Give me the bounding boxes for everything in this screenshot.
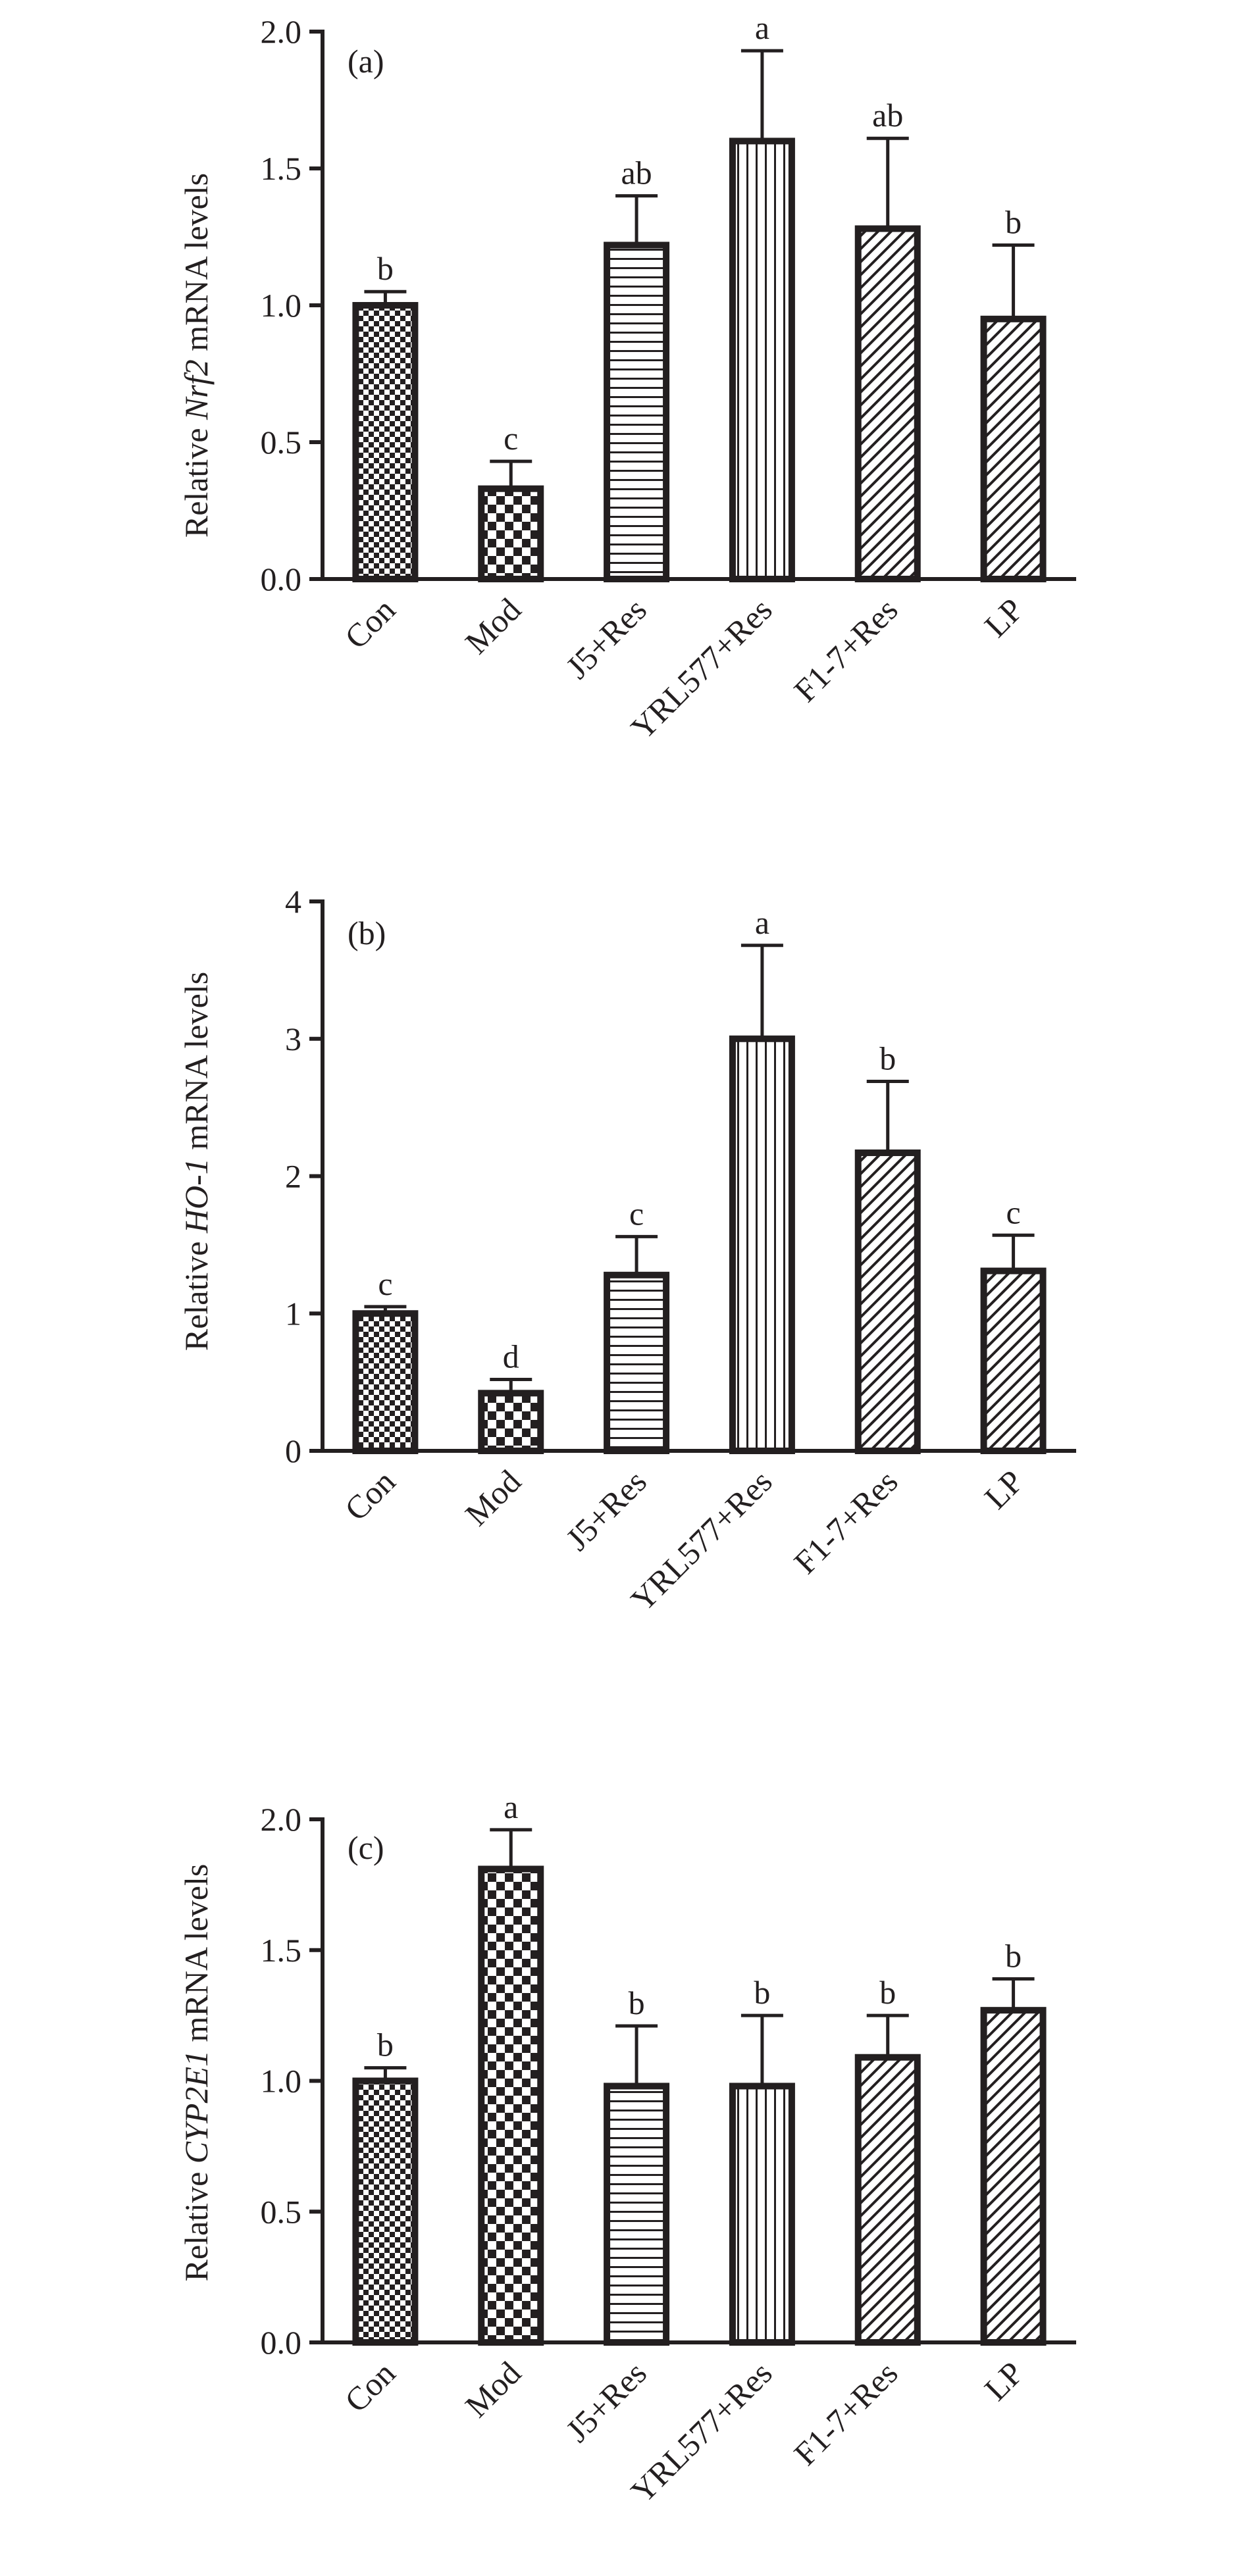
y-axis-label-gene: CYP2E1 (178, 2050, 215, 2163)
category-label: J5+Res (559, 2354, 654, 2449)
significance-letter: b (1005, 1937, 1022, 1974)
category-label: LP (977, 2354, 1030, 2408)
significance-letter: d (503, 1338, 519, 1375)
significance-letter: ab (621, 155, 652, 191)
bar-mod (478, 485, 544, 582)
significance-letter: c (629, 1195, 644, 1232)
y-tick-label: 2.0 (261, 1801, 302, 1838)
bar-lp (980, 1267, 1047, 1454)
chart-panel-c: (c) Relative CYP2E1 mRNA levels 0.0 0.5 1.… (178, 1788, 1076, 2510)
y-tick-label: 0 (285, 1432, 301, 1469)
y-tick-label: 0.0 (261, 561, 302, 597)
category-label: Mod (458, 591, 528, 661)
y-tick-label: 4 (285, 883, 301, 920)
significance-letter: a (755, 904, 769, 941)
bar-mod (478, 1390, 544, 1454)
significance-letter: b (754, 1974, 770, 2011)
category-label: F1-7+Res (787, 2354, 904, 2472)
category-label: F1-7+Res (787, 591, 904, 709)
axes (321, 30, 1076, 581)
bar-con (352, 2077, 419, 2346)
significance-letter: c (504, 420, 518, 457)
significance-letter: b (1005, 203, 1022, 240)
y-tick-label: 1.0 (261, 287, 302, 324)
y-axis-label: Relative Nrf2 mRNA levels (178, 173, 215, 538)
bar-con (352, 302, 419, 582)
bar-yrl577-res (729, 1035, 795, 1454)
category-label: Con (338, 1463, 403, 1528)
category-label: Con (338, 2354, 403, 2419)
y-axis-label-prefix: Relative (178, 2163, 215, 2281)
category-label: Mod (458, 2354, 528, 2424)
y-tick-label: 2 (285, 1158, 301, 1195)
y-tick-label: 3 (285, 1021, 301, 1057)
y-axis-label: Relative HO-1 mRNA levels (178, 972, 215, 1351)
panel-label: (b) (348, 915, 386, 951)
category-label: LP (977, 1463, 1030, 1516)
significance-letter: b (629, 1984, 645, 2021)
significance-letter: b (879, 1040, 896, 1076)
bar-con (352, 1310, 419, 1454)
y-tick-label: 1.5 (261, 1932, 302, 1969)
category-label: Con (338, 591, 403, 656)
category-label: F1-7+Res (787, 1463, 904, 1580)
category-label: LP (977, 591, 1030, 644)
significance-letter: a (755, 9, 769, 46)
bar-lp (980, 315, 1047, 582)
y-axis-label-prefix: Relative (178, 1233, 215, 1351)
significance-letter: b (377, 250, 394, 287)
bars: c d c a b c (352, 904, 1047, 1455)
y-tick-label: 0.0 (261, 2324, 302, 2361)
y-tick-label: 1.0 (261, 2063, 302, 2100)
category-label: J5+Res (559, 591, 654, 686)
y-axis-label: Relative CYP2E1 mRNA levels (178, 1864, 215, 2282)
y-axis-label-suffix: mRNA levels (178, 1864, 215, 2050)
y-ticks: 0.0 0.5 1.0 1.5 2.0 (261, 13, 323, 597)
significance-letter: c (1006, 1194, 1020, 1230)
bar-j5-res (604, 241, 670, 582)
chart-panel-b: (b) Relative HO-1 mRNA levels 0 1 2 3 4 c d c a… (178, 883, 1076, 1618)
y-axis-label-gene: HO-1 (178, 1158, 215, 1234)
panel-label: (c) (348, 1829, 384, 1866)
axes (321, 1817, 1076, 2344)
bar-j5-res (604, 2083, 670, 2346)
bar-mod (478, 1865, 544, 2346)
significance-letter: b (879, 1974, 896, 2011)
y-tick-label: 1 (285, 1295, 301, 1332)
axes (321, 899, 1076, 1453)
bar-lp (980, 2007, 1047, 2346)
bar-f1-7-res (854, 225, 921, 582)
bar-f1-7-res (854, 2054, 921, 2346)
category-label: J5+Res (559, 1463, 654, 1557)
panel-label: (a) (348, 43, 384, 80)
bars: b a b b b b (352, 1788, 1047, 2346)
chart-panel-a: (a) Relative Nrf2 mRNA levels 0.0 0.5 1.0 1… (178, 9, 1076, 746)
category-label: Mod (458, 1463, 528, 1532)
significance-letter: c (378, 1265, 392, 1302)
y-ticks: 0.0 0.5 1.0 1.5 2.0 (261, 1801, 323, 2361)
bars: b c ab a ab b (352, 9, 1047, 582)
y-tick-label: 0.5 (261, 2193, 302, 2230)
y-axis-label-gene: Nrf2 (178, 359, 215, 420)
bar-f1-7-res (854, 1149, 921, 1454)
y-tick-label: 2.0 (261, 13, 302, 50)
y-ticks: 0 1 2 3 4 (285, 883, 323, 1469)
significance-letter: a (504, 1788, 518, 1825)
significance-letter: b (377, 2027, 394, 2063)
y-axis-label-prefix: Relative (178, 420, 215, 538)
bar-yrl577-res (729, 138, 795, 582)
y-tick-label: 1.5 (261, 150, 302, 187)
bar-j5-res (604, 1271, 670, 1455)
y-tick-label: 0.5 (261, 424, 302, 461)
y-axis-label-suffix: mRNA levels (178, 972, 215, 1158)
y-axis-label-suffix: mRNA levels (178, 173, 215, 359)
bar-yrl577-res (729, 2083, 795, 2346)
significance-letter: ab (872, 97, 903, 134)
